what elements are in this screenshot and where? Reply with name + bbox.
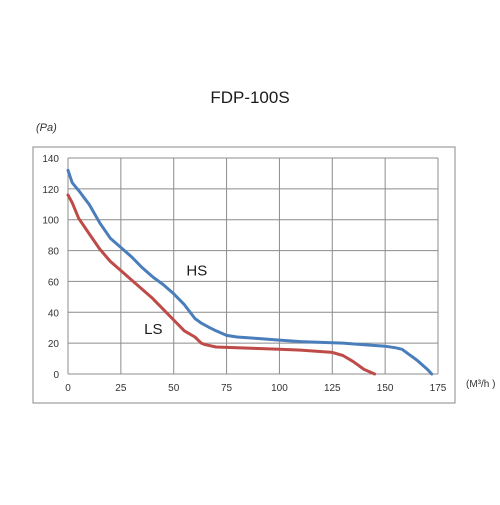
y-tick-label: 0 [53, 370, 59, 381]
y-axis-label: (Pa) [36, 122, 57, 134]
series-lines [66, 168, 434, 376]
x-tick-label: 175 [430, 383, 447, 394]
y-tick-label: 60 [48, 277, 60, 288]
y-tick-label: 40 [48, 308, 60, 319]
x-tick-label: 50 [168, 383, 180, 394]
series-label-hs: HS [186, 262, 207, 279]
x-tick-label: 0 [65, 383, 71, 394]
x-tick-label: 75 [221, 383, 233, 394]
tick-labels: 0 25 50 75 100 125 150 175 0 20 40 60 80 100 120 140 [42, 154, 446, 394]
chart-title: FDP-100S [210, 88, 289, 107]
x-tick-label: 25 [115, 383, 127, 394]
x-tick-label: 125 [324, 383, 341, 394]
x-tick-label: 150 [377, 383, 394, 394]
y-tick-label: 100 [42, 216, 59, 227]
series-labels: HS LS [144, 262, 207, 338]
y-tick-label: 140 [42, 154, 59, 165]
series-line-hs [66, 168, 434, 376]
y-tick-label: 80 [48, 247, 60, 258]
y-tick-label: 20 [48, 339, 60, 350]
grid-lines [67, 157, 439, 375]
series-label-ls: LS [144, 321, 162, 338]
plot-frame [32, 146, 456, 404]
x-tick-label: 100 [271, 383, 288, 394]
series-line-ls [66, 193, 377, 376]
y-tick-label: 120 [42, 185, 59, 196]
x-axis-label: (M³/h ) [466, 379, 495, 390]
